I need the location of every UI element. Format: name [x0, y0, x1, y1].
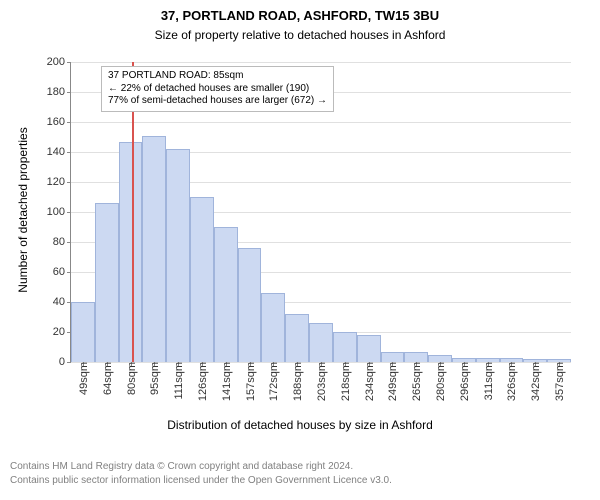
histogram-bar [142, 136, 166, 363]
ytick-label: 160 [47, 116, 71, 128]
xtick-label: 157sqm [243, 362, 257, 401]
ytick-label: 100 [47, 206, 71, 218]
xtick-label: 95sqm [147, 362, 161, 395]
xtick-label: 280sqm [433, 362, 447, 401]
xtick-label: 203sqm [314, 362, 328, 401]
histogram-bar [428, 355, 452, 363]
xtick-label: 249sqm [385, 362, 399, 401]
x-axis-label: Distribution of detached houses by size … [0, 418, 600, 432]
plot-area: 02040608010012014016018020049sqm64sqm80s… [70, 62, 571, 363]
xtick-label: 357sqm [552, 362, 566, 401]
xtick-label: 311sqm [481, 362, 495, 400]
xtick-label: 141sqm [219, 362, 233, 401]
xtick-label: 326sqm [504, 362, 518, 401]
histogram-bar [214, 227, 238, 362]
histogram-bar [357, 335, 381, 362]
histogram-bar [119, 142, 143, 363]
ytick-label: 120 [47, 176, 71, 188]
ytick-label: 20 [53, 326, 71, 338]
annotation-box: 37 PORTLAND ROAD: 85sqm ← 22% of detache… [101, 66, 334, 112]
ytick-label: 200 [47, 56, 71, 68]
footer-line: Contains HM Land Registry data © Crown c… [10, 460, 590, 474]
histogram-bar [333, 332, 357, 362]
gridline [71, 62, 571, 63]
xtick-label: 342sqm [528, 362, 542, 401]
histogram-bar [238, 248, 262, 362]
xtick-label: 49sqm [76, 362, 90, 395]
chart-title: 37, PORTLAND ROAD, ASHFORD, TW15 3BU [0, 8, 600, 23]
histogram-bar [190, 197, 214, 362]
ytick-label: 80 [53, 236, 71, 248]
ytick-label: 140 [47, 146, 71, 158]
xtick-label: 234sqm [362, 362, 376, 401]
ytick-label: 180 [47, 86, 71, 98]
xtick-label: 188sqm [290, 362, 304, 401]
ytick-label: 40 [53, 296, 71, 308]
xtick-label: 64sqm [100, 362, 114, 395]
histogram-bar [261, 293, 285, 362]
gridline [71, 122, 571, 123]
footer-attribution: Contains HM Land Registry data © Crown c… [0, 460, 600, 487]
chart-subtitle: Size of property relative to detached ho… [0, 28, 600, 42]
histogram-bar [381, 352, 405, 363]
xtick-label: 218sqm [338, 362, 352, 401]
histogram-bar [309, 323, 333, 362]
annotation-line: 37 PORTLAND ROAD: 85sqm [108, 70, 327, 83]
ytick-label: 0 [59, 356, 71, 368]
xtick-label: 111sqm [171, 362, 185, 400]
xtick-label: 265sqm [409, 362, 423, 401]
y-axis-label: Number of detached properties [16, 60, 30, 360]
annotation-line: ← 22% of detached houses are smaller (19… [108, 83, 327, 96]
ytick-label: 60 [53, 266, 71, 278]
histogram-bar [71, 302, 95, 362]
chart-canvas: 37, PORTLAND ROAD, ASHFORD, TW15 3BU Siz… [0, 0, 600, 500]
xtick-label: 126sqm [195, 362, 209, 401]
xtick-label: 296sqm [457, 362, 471, 401]
xtick-label: 80sqm [124, 362, 138, 395]
xtick-label: 172sqm [266, 362, 280, 401]
histogram-bar [285, 314, 309, 362]
histogram-bar [404, 352, 428, 363]
footer-line: Contains public sector information licen… [10, 474, 590, 488]
annotation-line: 77% of semi-detached houses are larger (… [108, 95, 327, 108]
histogram-bar [166, 149, 190, 362]
histogram-bar [95, 203, 119, 362]
